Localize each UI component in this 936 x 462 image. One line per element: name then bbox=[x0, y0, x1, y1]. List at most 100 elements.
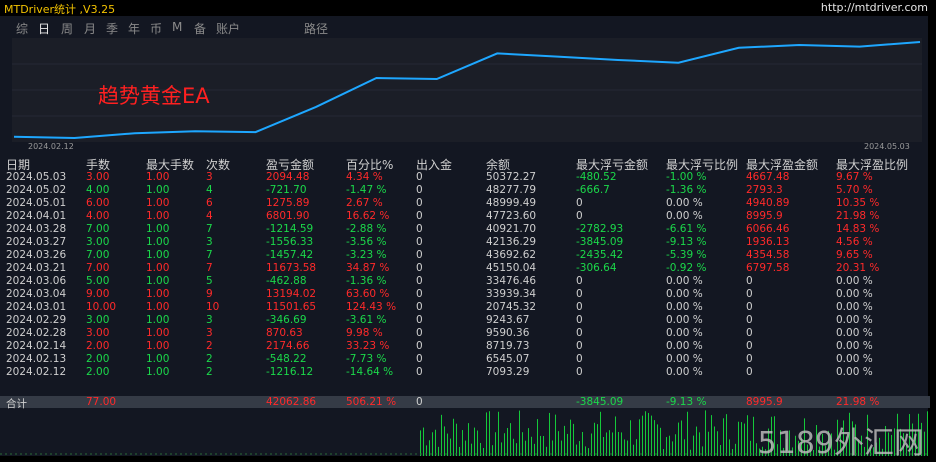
cell-count: 4 bbox=[206, 184, 213, 196]
table-row: 2024.04.01 4.00 1.00 4 6801.90 16.62 % 0 47723.… bbox=[0, 210, 930, 223]
cell-inout: 0 bbox=[416, 366, 423, 378]
price-bar bbox=[891, 434, 892, 456]
cell-max-fp: 0 bbox=[746, 353, 753, 365]
cell-max-fp: 4354.58 bbox=[746, 249, 790, 261]
tab-year[interactable]: 年 bbox=[128, 22, 141, 36]
cell-max-fp: 6797.58 bbox=[746, 262, 790, 274]
price-bar bbox=[906, 445, 907, 456]
cell-lots: 2.00 bbox=[86, 353, 110, 365]
cell-count: 7 bbox=[206, 262, 213, 274]
price-bar bbox=[573, 423, 574, 456]
cell-count: 7 bbox=[206, 249, 213, 261]
price-bar bbox=[492, 445, 493, 456]
cell-count: 4 bbox=[206, 210, 213, 222]
header-pnl: 盈亏金额 bbox=[266, 158, 315, 172]
tab-magic[interactable]: M bbox=[172, 20, 183, 34]
price-bar bbox=[720, 444, 721, 456]
cell-pnl: -721.70 bbox=[266, 184, 307, 196]
price-bar bbox=[591, 433, 592, 456]
cell-pnl: 11501.65 bbox=[266, 301, 317, 313]
table-row: 2024.05.01 6.00 1.00 6 1275.89 2.67 % 0 48999.4… bbox=[0, 197, 930, 210]
price-bar bbox=[918, 413, 919, 456]
price-bar bbox=[645, 411, 646, 456]
price-bar bbox=[750, 440, 751, 456]
tab-summary[interactable]: 综 bbox=[16, 22, 29, 36]
cell-max-fp-pct: 10.35 % bbox=[836, 197, 880, 209]
price-bar bbox=[474, 427, 475, 456]
price-bar bbox=[687, 411, 688, 456]
price-bar bbox=[708, 431, 709, 456]
total-row: 合计 77.00 42062.86 506.21 % 0 -3845.09 -9… bbox=[0, 396, 930, 410]
cell-max-fp-pct: 0.00 % bbox=[836, 275, 873, 287]
price-bar bbox=[534, 443, 535, 456]
cell-lots: 6.00 bbox=[86, 197, 110, 209]
price-bar bbox=[870, 446, 871, 456]
price-bar bbox=[909, 414, 910, 456]
price-bar bbox=[675, 434, 676, 456]
total-inout: 0 bbox=[416, 396, 423, 408]
price-bar bbox=[804, 418, 805, 456]
cell-max-dd: 0 bbox=[576, 210, 583, 222]
cell-inout: 0 bbox=[416, 288, 423, 300]
cell-count: 2 bbox=[206, 353, 213, 365]
cell-date: 2024.04.01 bbox=[6, 210, 67, 222]
cell-max-fp: 0 bbox=[746, 366, 753, 378]
cell-pct: -14.64 % bbox=[346, 366, 394, 378]
price-bar bbox=[768, 428, 769, 456]
price-bar bbox=[624, 439, 625, 456]
price-bar bbox=[648, 412, 649, 456]
price-bar bbox=[549, 412, 550, 456]
price-bar bbox=[555, 414, 556, 456]
cell-pct: 9.98 % bbox=[346, 327, 383, 339]
price-bar bbox=[594, 422, 595, 456]
price-bar bbox=[561, 440, 562, 456]
tab-day[interactable]: 日 bbox=[34, 19, 53, 36]
price-bar bbox=[882, 448, 883, 456]
price-bar bbox=[438, 446, 439, 456]
tab-path[interactable]: 路径 bbox=[304, 22, 329, 36]
table-row: 2024.02.13 2.00 1.00 2 -548.22 -7.73 % 0 6545.0… bbox=[0, 353, 930, 366]
cell-pnl: -1556.33 bbox=[266, 236, 314, 248]
cell-max-lots: 1.00 bbox=[146, 327, 170, 339]
cell-count: 7 bbox=[206, 223, 213, 235]
cell-max-fp-pct: 0.00 % bbox=[836, 353, 873, 365]
cell-lots: 3.00 bbox=[86, 171, 110, 183]
price-bar bbox=[813, 449, 814, 456]
price-bar bbox=[735, 443, 736, 456]
tab-account[interactable]: 账户 bbox=[216, 22, 241, 36]
table-row: 2024.03.21 7.00 1.00 7 11673.58 34.87 % 0 45150… bbox=[0, 262, 930, 275]
cell-count: 3 bbox=[206, 171, 213, 183]
watermark-logo: 5189外汇网 bbox=[757, 426, 924, 461]
price-bar bbox=[633, 444, 634, 456]
cell-balance: 48999.49 bbox=[486, 197, 537, 209]
cell-balance: 33939.34 bbox=[486, 288, 537, 300]
price-bar bbox=[432, 432, 433, 456]
price-bar bbox=[810, 443, 811, 456]
total-label: 合计 bbox=[6, 398, 27, 410]
cell-max-dd-pct: 0.00 % bbox=[666, 327, 703, 339]
price-bar bbox=[462, 430, 463, 456]
cell-max-lots: 1.00 bbox=[146, 223, 170, 235]
cell-lots: 2.00 bbox=[86, 340, 110, 352]
tab-quarter[interactable]: 季 bbox=[106, 22, 119, 36]
header-inout: 出入金 bbox=[416, 158, 453, 172]
price-bar bbox=[774, 416, 775, 456]
cell-inout: 0 bbox=[416, 340, 423, 352]
total-lots: 77.00 bbox=[86, 396, 117, 408]
price-bar bbox=[618, 431, 619, 456]
tab-week[interactable]: 周 bbox=[61, 22, 74, 36]
price-bar bbox=[570, 419, 571, 456]
price-bar bbox=[783, 447, 784, 456]
cell-count: 5 bbox=[206, 275, 213, 287]
price-bar bbox=[795, 435, 796, 456]
cell-max-fp-pct: 20.31 % bbox=[836, 262, 880, 274]
tab-currency[interactable]: 币 bbox=[150, 22, 163, 36]
price-bar bbox=[585, 446, 586, 456]
price-bar bbox=[444, 426, 445, 456]
price-bar bbox=[888, 432, 889, 456]
tab-month[interactable]: 月 bbox=[84, 22, 97, 36]
cell-pct: 2.67 % bbox=[346, 197, 383, 209]
website-link[interactable]: http://mtdriver.com bbox=[820, 1, 928, 14]
header-max-fp: 最大浮盈金额 bbox=[746, 158, 819, 172]
tab-note[interactable]: 备 bbox=[194, 22, 207, 36]
